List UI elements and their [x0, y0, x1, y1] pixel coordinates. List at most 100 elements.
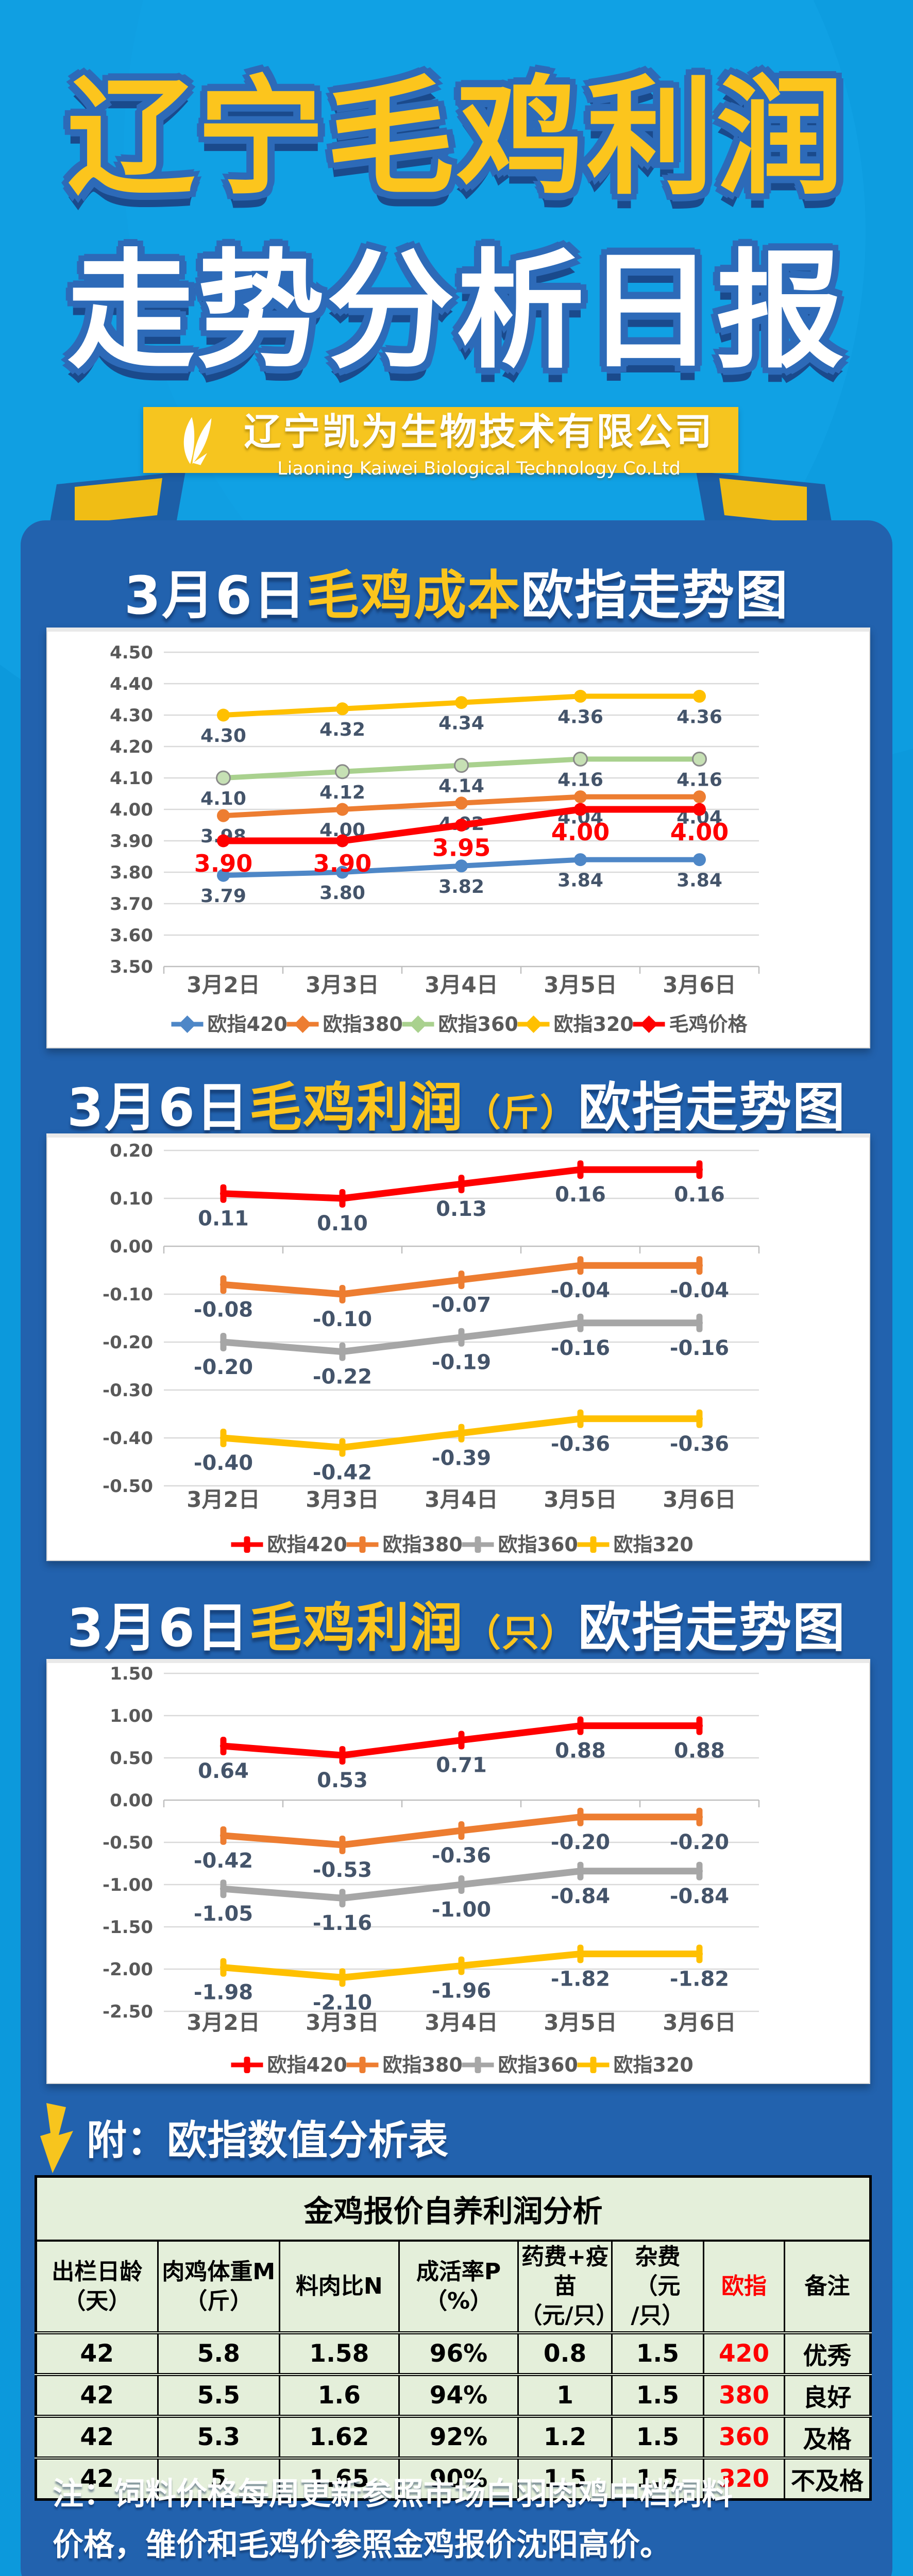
svg-text:3月4日: 3月4日: [425, 972, 498, 997]
svg-text:3.79: 3.79: [200, 886, 246, 907]
svg-text:-0.36: -0.36: [551, 1432, 610, 1456]
svg-text:-0.04: -0.04: [670, 1279, 729, 1302]
svg-text:-0.50: -0.50: [103, 1476, 153, 1497]
svg-text:0.20: 0.20: [110, 1141, 153, 1161]
table-cell: 0.8: [517, 2332, 613, 2376]
svg-text:-0.22: -0.22: [313, 1365, 372, 1389]
svg-text:-0.16: -0.16: [670, 1336, 729, 1360]
table-column-header: 杂费（元/只）: [611, 2241, 704, 2334]
chart1-title-highlight: 毛鸡成本: [306, 565, 521, 626]
svg-text:-1.98: -1.98: [194, 1981, 253, 2005]
svg-text:0.11: 0.11: [198, 1207, 249, 1231]
svg-text:-1.00: -1.00: [103, 1875, 153, 1895]
chart2-title-highlight: 毛鸡利润: [249, 1077, 464, 1139]
svg-text:0.71: 0.71: [436, 1754, 487, 1777]
svg-text:3月5日: 3月5日: [544, 972, 617, 997]
svg-text:欧指380: 欧指380: [383, 1533, 463, 1556]
profit-per-jin-line-chart: 0.20 0.10 0.00 -0.10 -0.20 -0.30 -0.40 -0.50 0.1…: [46, 1133, 870, 1561]
svg-text:-0.39: -0.39: [432, 1447, 491, 1470]
svg-text:欧指420: 欧指420: [267, 2054, 347, 2076]
svg-text:3.90: 3.90: [313, 850, 372, 877]
svg-text:毛鸡价格: 毛鸡价格: [669, 1013, 748, 1036]
svg-text:3.70: 3.70: [110, 894, 153, 914]
svg-text:-0.10: -0.10: [103, 1284, 153, 1305]
chart2-title: 3月6日毛鸡利润（斤）欧指走势图: [21, 1065, 892, 1141]
svg-text:-1.96: -1.96: [432, 1979, 491, 2003]
svg-text:0.00: 0.00: [110, 1790, 153, 1811]
table-column-header: 备注: [784, 2241, 871, 2334]
svg-text:0.88: 0.88: [674, 1739, 725, 1763]
table-column-header: 成活率P （%）: [398, 2241, 519, 2334]
svg-text:-0.10: -0.10: [313, 1308, 372, 1331]
svg-text:0.16: 0.16: [555, 1183, 606, 1207]
company-names: 辽宁凯为生物技术有限公司 Liaoning Kaiwei Biological …: [244, 401, 714, 479]
table-cell: 1.65: [279, 2458, 400, 2500]
svg-text:3.60: 3.60: [110, 925, 153, 946]
line-chart-svg: 4.50 4.40 4.30 4.20 4.10 4.00 3.90 3.80 3.70 3.60…: [110, 642, 760, 1036]
svg-text:3月5日: 3月5日: [544, 2010, 617, 2035]
table-cell: 1.5: [611, 2458, 704, 2500]
svg-text:-1.00: -1.00: [432, 1898, 491, 1922]
svg-text:3月6日: 3月6日: [663, 1487, 736, 1512]
svg-text:欧指420: 欧指420: [267, 1533, 347, 1556]
company-name-cn: 辽宁凯为生物技术有限公司: [244, 410, 714, 453]
line-chart-svg: 1.50 1.00 0.50 0.00 -0.50 -1.00 -1.50 -2.00 -2.5…: [103, 1664, 760, 2076]
svg-text:-0.16: -0.16: [551, 1336, 610, 1360]
svg-text:-0.40: -0.40: [194, 1451, 253, 1475]
svg-text:3.84: 3.84: [677, 870, 722, 891]
table-column-header: 出栏日龄 （天）: [35, 2241, 159, 2334]
svg-text:欧指420: 欧指420: [208, 1013, 288, 1036]
footnote-line1: 注：饲料价格每周更新参照市场白羽肉鸡中档饲料: [53, 2476, 733, 2512]
table-cell: 5.8: [157, 2332, 281, 2376]
table-cell: 1.5: [611, 2374, 704, 2418]
svg-text:4.16: 4.16: [677, 769, 722, 790]
svg-text:-0.42: -0.42: [313, 1461, 372, 1485]
table-column-header: 欧指: [702, 2241, 786, 2334]
cost-line-chart: 4.50 4.40 4.30 4.20 4.10 4.00 3.90 3.80 3.70 3.60…: [46, 628, 870, 1048]
svg-text:3.82: 3.82: [438, 876, 484, 897]
company-name-en: Liaoning Kaiwei Biological Technology Co…: [277, 458, 681, 479]
content-panel: 3月6日毛鸡成本欧指走势图 4.50 4.40 4.30 4.20 4.10 4.00 3.…: [21, 520, 892, 2576]
analysis-section-title: 附：欧指数值分析表: [87, 2117, 449, 2164]
table-header-row: 出栏日龄 （天） 肉鸡体重M （斤） 料肉比N 成活率P （%） 药费+疫苗 （元/只） 杂费（元…: [35, 2241, 871, 2334]
svg-text:4.20: 4.20: [110, 737, 153, 757]
svg-text:3.80: 3.80: [319, 883, 365, 904]
chart1-title-date: 3月6日: [124, 565, 307, 626]
svg-text:-0.40: -0.40: [103, 1428, 153, 1449]
table-cell: 42: [35, 2416, 159, 2460]
table-row: 42 5 1.65 90% 1.5 1.5 320 不及格: [35, 2458, 871, 2500]
svg-text:-2.10: -2.10: [313, 1991, 372, 2014]
svg-text:1.00: 1.00: [110, 1706, 153, 1726]
svg-text:欧指360: 欧指360: [438, 1013, 518, 1036]
table-cell: 1.62: [279, 2416, 400, 2460]
svg-text:3月6日: 3月6日: [663, 972, 736, 997]
page-title-line2: 走势分析日报: [67, 238, 846, 386]
chart3-title-unit: （只）: [463, 1612, 578, 1655]
chart2-title-unit: （斤）: [463, 1091, 578, 1134]
svg-text:欧指380: 欧指380: [323, 1013, 403, 1036]
footnote: 注：饲料价格每周更新参照市场白羽肉鸡中档饲料 价格，雏价和毛鸡价参照金鸡报价沈阳…: [53, 2469, 861, 2571]
svg-text:3.95: 3.95: [432, 834, 491, 862]
svg-text:3.50: 3.50: [110, 957, 153, 977]
svg-text:4.36: 4.36: [677, 706, 722, 727]
page-title-line1: 辽宁毛鸡利润: [67, 64, 846, 212]
svg-text:3月6日: 3月6日: [663, 2010, 736, 2035]
chart3-title-suffix: 欧指走势图: [578, 1598, 846, 1659]
svg-text:3月5日: 3月5日: [544, 1487, 617, 1512]
svg-text:3.90: 3.90: [110, 831, 153, 852]
svg-text:-0.07: -0.07: [432, 1293, 491, 1317]
table-cell: 320: [702, 2458, 786, 2500]
svg-text:欧指360: 欧指360: [498, 1533, 578, 1556]
svg-text:0.00: 0.00: [110, 1236, 153, 1257]
svg-text:4.12: 4.12: [319, 782, 365, 803]
table-cell: 380: [702, 2374, 786, 2418]
table-cell: 94%: [398, 2374, 519, 2418]
table-row: 42 5.8 1.58 96% 0.8 1.5 420 优秀: [35, 2332, 871, 2376]
svg-text:-1.82: -1.82: [670, 1967, 729, 1991]
svg-text:-0.20: -0.20: [194, 1355, 253, 1379]
svg-text:0.88: 0.88: [555, 1739, 606, 1763]
svg-text:0.53: 0.53: [317, 1769, 368, 1792]
table-cell: 1.5: [611, 2416, 704, 2460]
svg-text:-0.53: -0.53: [313, 1858, 372, 1882]
svg-text:4.30: 4.30: [110, 705, 153, 726]
